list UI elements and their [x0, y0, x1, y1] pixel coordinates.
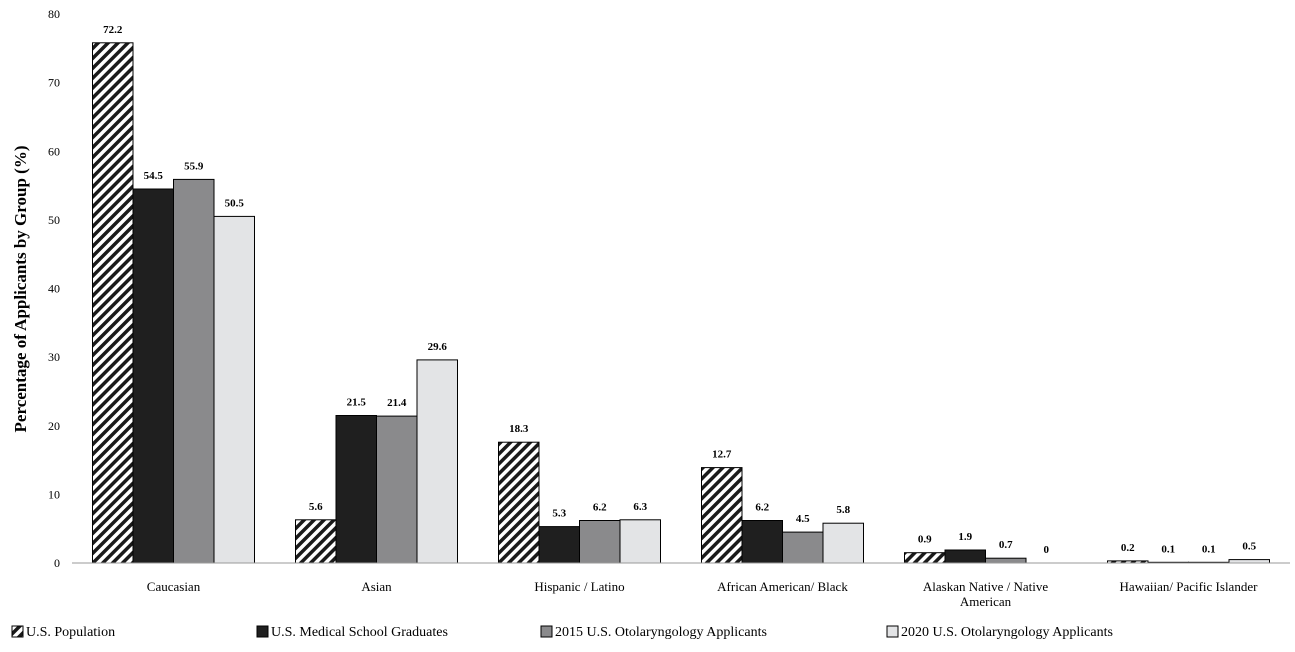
bar — [822, 522, 864, 564]
data-label: 50.5 — [225, 197, 245, 209]
y-tick-label: 10 — [48, 487, 60, 501]
y-axis: 0 10 20 30 40 50 60 70 80 — [48, 7, 60, 570]
data-label: 0.2 — [1121, 542, 1135, 554]
y-tick-label: 60 — [48, 144, 60, 158]
bar — [1228, 559, 1270, 564]
data-label: 5.8 — [836, 504, 850, 516]
bar — [579, 520, 621, 564]
bar — [416, 359, 458, 564]
data-label: 6.2 — [755, 502, 769, 514]
data-label: 5.3 — [552, 508, 566, 520]
data-label: 72.2 — [103, 24, 123, 36]
legend-swatch — [256, 625, 269, 638]
bar — [944, 549, 986, 564]
legend-label: U.S. Population — [26, 625, 115, 640]
bar — [92, 42, 134, 564]
data-label: 4.5 — [796, 513, 810, 525]
x-category-label: Alaskan Native / Native — [923, 579, 1048, 594]
data-label: 5.6 — [309, 501, 323, 513]
y-tick-label: 0 — [54, 556, 60, 570]
data-label: 18.3 — [509, 423, 529, 435]
y-tick-label: 80 — [48, 7, 60, 21]
bar — [213, 215, 255, 564]
data-label: 1.9 — [958, 531, 972, 543]
legend-swatch — [886, 625, 899, 638]
y-tick-label: 20 — [48, 419, 60, 433]
data-label: 6.2 — [593, 502, 607, 514]
y-axis-title: Percentage of Applicants by Group (%) — [11, 146, 30, 433]
data-label: 12.7 — [712, 449, 732, 461]
y-tick-label: 50 — [48, 213, 60, 227]
bar — [335, 415, 377, 564]
data-labels-group: 72.2 54.5 55.9 50.5 5.6 21.5 21.4 29.6 18.3 5.3 6.… — [103, 24, 1257, 556]
bars-group — [92, 42, 1270, 564]
x-category-label: Caucasian — [147, 579, 201, 594]
legend-swatch — [540, 625, 553, 638]
bar — [132, 188, 174, 564]
bar — [498, 441, 540, 564]
legend-swatch — [11, 625, 24, 638]
data-label: 54.5 — [144, 170, 164, 182]
data-label: 0.5 — [1242, 541, 1256, 553]
data-label: 21.4 — [387, 397, 407, 409]
data-label: 21.5 — [347, 397, 367, 409]
legend-label: 2020 U.S. Otolaryngology Applicants — [901, 625, 1113, 640]
bar — [619, 519, 661, 564]
data-label: 55.9 — [184, 160, 204, 172]
bar — [782, 531, 824, 564]
bar — [904, 552, 946, 564]
x-category-label: Asian — [361, 579, 392, 594]
y-tick-label: 30 — [48, 350, 60, 364]
x-category-label: African American/ Black — [717, 579, 848, 594]
data-label: 6.3 — [633, 501, 647, 513]
data-label: 0.1 — [1202, 543, 1216, 555]
y-tick-label: 40 — [48, 282, 60, 296]
bar — [173, 178, 215, 564]
data-label: 0.7 — [999, 539, 1013, 551]
bar — [985, 557, 1027, 564]
legend-label: 2015 U.S. Otolaryngology Applicants — [555, 625, 767, 640]
x-category-label: Hispanic / Latino — [534, 579, 624, 594]
legend-label: U.S. Medical School Graduates — [271, 625, 448, 640]
x-axis: Caucasian Asian Hispanic / Latino African A… — [147, 579, 1258, 609]
bar — [538, 526, 580, 564]
bar — [376, 415, 418, 564]
bar — [701, 467, 743, 564]
data-label: 0.9 — [918, 534, 932, 546]
data-label: 0 — [1044, 544, 1050, 556]
bar — [741, 520, 783, 564]
x-category-label: Hawaiian/ Pacific Islander — [1120, 579, 1259, 594]
x-category-label: American — [960, 594, 1012, 609]
legend: U.S. Population U.S. Medical School Gradu… — [11, 625, 1113, 640]
data-label: 29.6 — [428, 341, 448, 353]
data-label: 0.1 — [1161, 543, 1175, 555]
y-tick-label: 70 — [48, 76, 60, 90]
bar — [295, 519, 337, 564]
